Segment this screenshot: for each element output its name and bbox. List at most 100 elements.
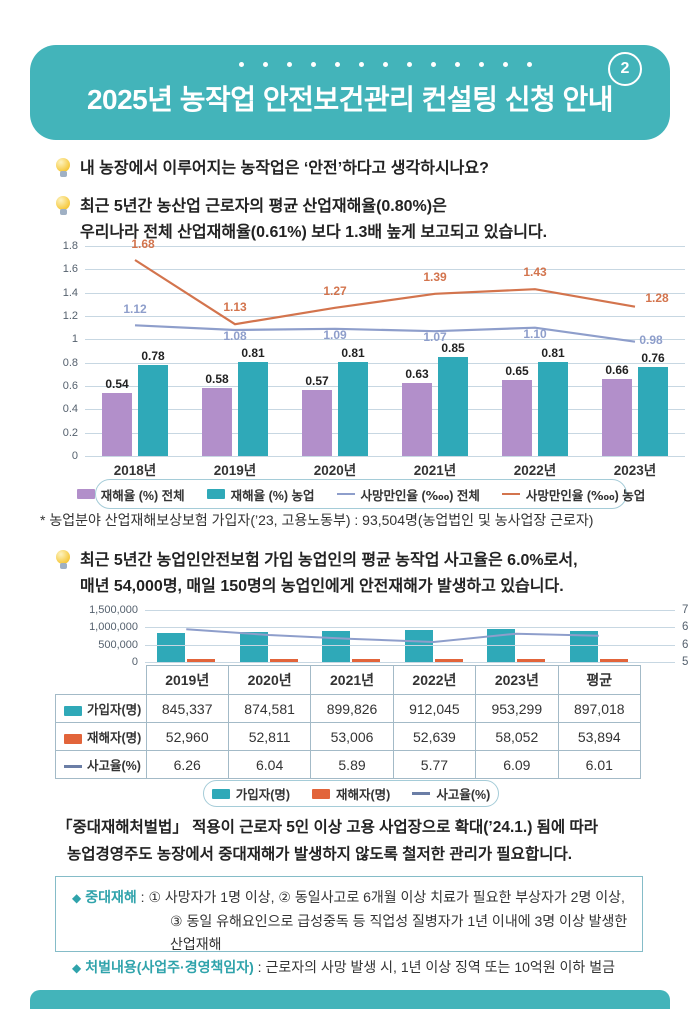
table-year-header: 2019년 — [145, 665, 229, 695]
line-value-label: 1.39 — [423, 269, 447, 284]
table-value-cell: 912,045 — [392, 694, 477, 723]
y-axis-tick: 0.8 — [62, 356, 78, 369]
bar-value-label: 0.66 — [605, 363, 629, 377]
gridline — [85, 316, 685, 317]
line-value-label: 0.98 — [639, 332, 663, 347]
y-axis-tick: 0.4 — [62, 403, 78, 416]
table-series-label: 재해자(명) — [55, 722, 147, 751]
legend-line-swatch — [412, 792, 431, 795]
gridline — [85, 432, 685, 434]
bar-value-label: 0.58 — [205, 372, 229, 387]
gridline — [145, 610, 675, 611]
intro-question-2: 최근 5년간 농산업 근로자의 평균 산업재해율(0.80%)은 우리나라 전체… — [55, 194, 547, 246]
legend-label: 재해율 (%) 전체 — [100, 488, 185, 503]
bar-재해자(명) — [352, 659, 381, 662]
gridline — [85, 292, 685, 294]
bar-재해자(명) — [599, 659, 628, 662]
table-value-cell: 6.01 — [557, 750, 642, 779]
table-value-cell: 5.77 — [392, 750, 477, 779]
legend-item: 사고율(%) — [412, 784, 490, 803]
bar-가입자(명) — [239, 631, 268, 662]
gridline — [145, 644, 675, 646]
legend-swatch — [206, 489, 225, 499]
intro-question-1: 내 농장에서 이루어지는 농작업은 ‘안전’하다고 생각하시나요? — [55, 156, 489, 182]
left-axis-tick: 1,500,000 — [89, 604, 138, 616]
table-year-header: 2022년 — [392, 665, 477, 695]
table-value-cell: 53,894 — [557, 722, 642, 751]
table-value-cell: 6.09 — [475, 750, 559, 779]
bar-agriculture — [338, 361, 368, 456]
gridline — [85, 409, 685, 411]
x-axis-label: 2023년 — [613, 463, 657, 478]
legend-label: 사망만인율 (‱) 농업 — [525, 488, 646, 503]
bar-total — [202, 388, 232, 456]
bar-value-label: 0.65 — [505, 364, 529, 379]
y-axis-tick: 0.2 — [62, 426, 78, 439]
line-value-label: 1.09 — [323, 327, 347, 342]
table-series-label: 사고율(%) — [55, 750, 147, 779]
bar-value-label: 0.81 — [241, 345, 265, 360]
legend-label: 사망만인율 (‱) 전체 — [360, 488, 480, 503]
x-axis-label: 2019년 — [213, 463, 257, 478]
gridline — [85, 386, 685, 387]
legend-line-swatch — [336, 492, 355, 496]
line-value-label: 1.28 — [645, 290, 669, 305]
bar-total — [502, 380, 532, 456]
lightbulb-icon — [55, 196, 72, 218]
table-value-cell: 53,006 — [310, 722, 394, 751]
page-number-badge: 2 — [608, 52, 642, 86]
table-row: 가입자(명) 845,337 874,581 899,826 912,045 953,29… — [55, 694, 642, 723]
bar-재해자(명) — [187, 659, 216, 662]
bar-total — [402, 382, 432, 456]
bar-value-label: 0.81 — [341, 345, 365, 360]
table-value-cell: 897,018 — [557, 694, 642, 723]
line-value-label: 1.13 — [223, 300, 247, 315]
right-axis-tick: 5 — [682, 656, 689, 668]
y-axis-tick: 1.6 — [62, 263, 78, 276]
intro-question-2-text: 최근 5년간 농산업 근로자의 평균 산업재해율(0.80%)은 우리나라 전체… — [80, 198, 548, 241]
bar-total — [102, 393, 132, 456]
bar-total — [602, 379, 632, 456]
trend-line — [186, 628, 599, 644]
bar-agriculture — [238, 361, 268, 456]
chart1-legend: 재해율 (%) 전체 재해율 (%) 농업 사망만인율 (‱) 전체 사망만인율 (‱… — [76, 479, 645, 509]
table-value-cell: 874,581 — [227, 694, 312, 723]
legend-label: 사고율(%) — [436, 788, 491, 802]
y-axis-tick: 1.8 — [62, 240, 78, 252]
x-axis-label: 2022년 — [513, 463, 557, 478]
chart1-footnote: * 농업분야 산업재해보상보험 가입자(’23, 고용노동부) : 93,504… — [40, 512, 594, 528]
table-value-cell: 58,052 — [475, 722, 559, 751]
legend-swatch — [211, 788, 230, 799]
footer-bar — [30, 990, 670, 1009]
line-value-label: 1.27 — [323, 283, 347, 298]
bar-agriculture — [538, 361, 568, 456]
line-series — [134, 259, 636, 343]
table-value-cell: 52,960 — [145, 722, 229, 751]
table-series-label: 가입자(명) — [55, 694, 147, 723]
table-year-header: 2020년 — [227, 665, 312, 695]
diamond-bullet-icon: ◆ — [72, 961, 82, 975]
legend-swatch — [64, 765, 82, 768]
bar-value-label: 0.76 — [641, 351, 665, 366]
table-value-cell: 52,639 — [392, 722, 477, 751]
bar-재해자(명) — [269, 659, 298, 662]
x-axis-label: 2018년 — [113, 463, 157, 478]
x-axis-label: 2021년 — [413, 463, 457, 478]
table-value-cell: 953,299 — [475, 694, 559, 723]
industrial-accident-rate-chart: 1.8 1.6 1.4 1.2 1 0.8 0.6 0.4 0.2 0 2018년 2019년 2020… — [40, 237, 690, 478]
law-paragraph: 「중대재해처벌법」 적용이 근로자 5인 이상 고용 사업장으로 확대(’24.… — [57, 819, 599, 863]
table-value-cell: 6.26 — [145, 750, 229, 779]
line-value-label: 1.10 — [523, 326, 547, 341]
x-axis-label: 2020년 — [313, 463, 357, 478]
table-year-header: 평균 — [557, 665, 642, 695]
gridline — [85, 246, 685, 247]
legend-label: 가입자(명) — [235, 788, 291, 802]
bar-value-label: 0.78 — [141, 349, 165, 363]
table-value-cell: 52,811 — [227, 722, 312, 751]
legend-item: 사망만인율 (‱) 농업 — [501, 485, 646, 504]
bar-재해자(명) — [517, 659, 546, 662]
bar-agriculture — [138, 365, 168, 456]
table-value-cell: 6.04 — [227, 750, 312, 779]
bar-agriculture — [438, 356, 468, 456]
